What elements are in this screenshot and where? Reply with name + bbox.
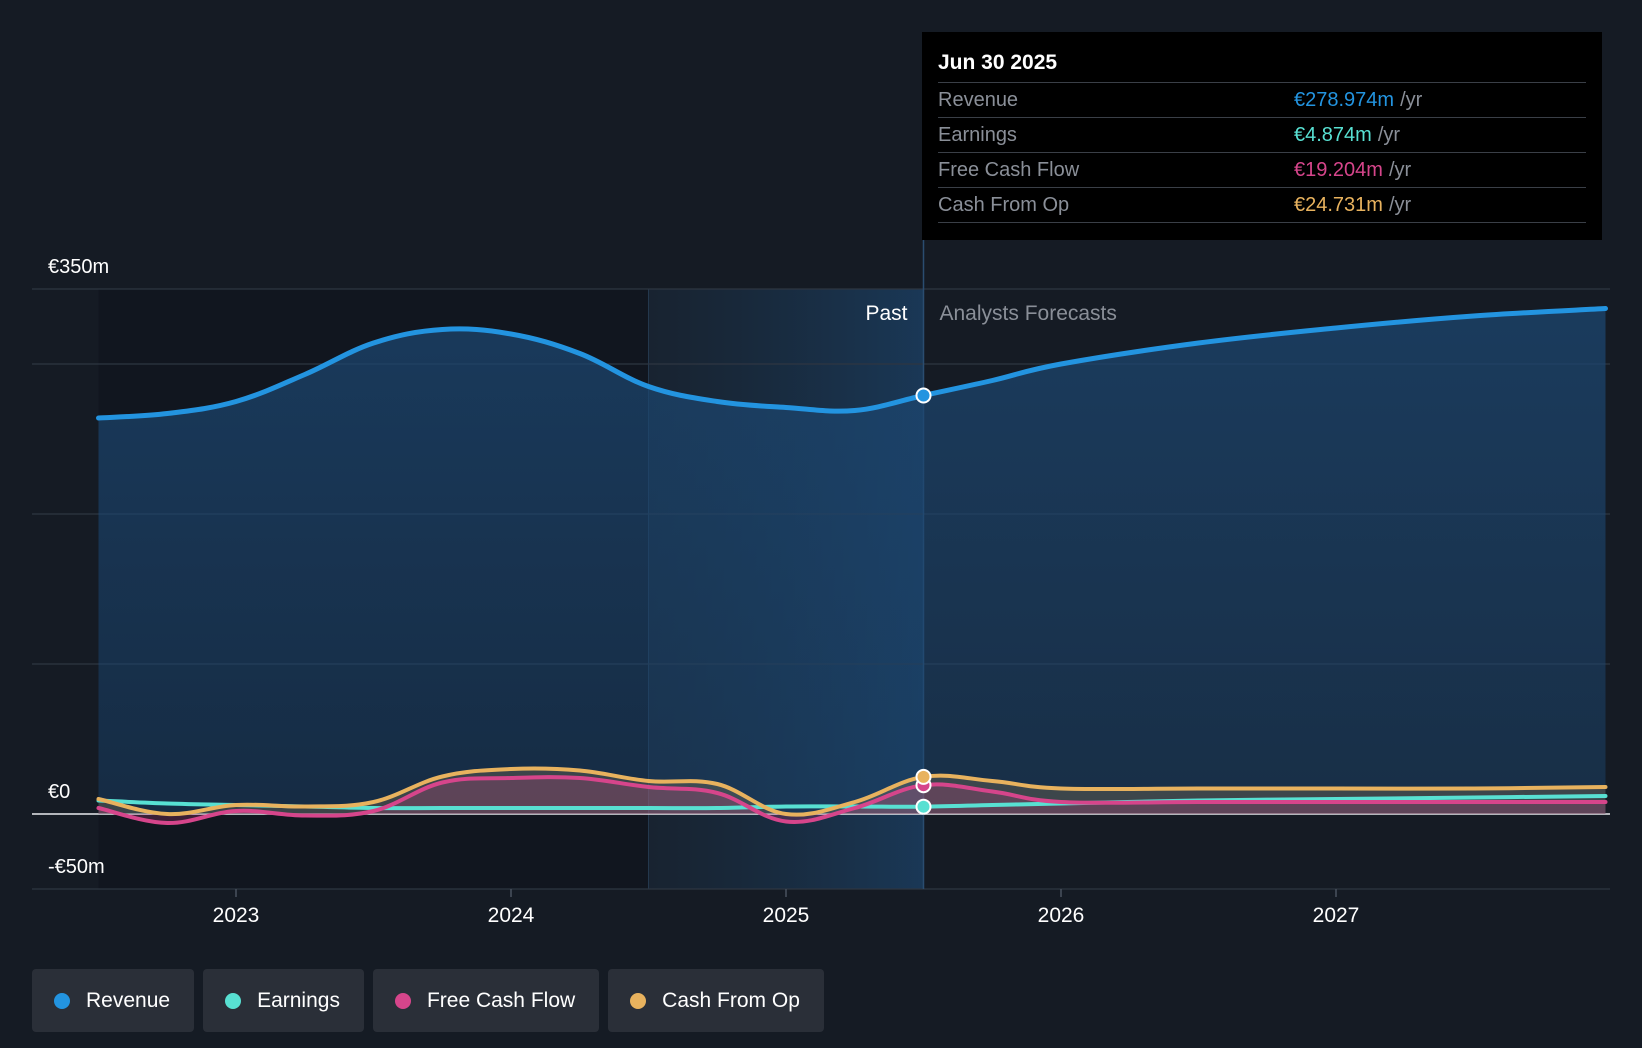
tooltip-row-free-cash-flow: Free Cash Flow €19.204m/yr — [938, 153, 1586, 188]
tooltip-label: Earnings — [938, 124, 1017, 146]
series-line-revenue — [96, 306, 1608, 421]
series-line-free-cash-flow — [96, 775, 1608, 826]
legend: Revenue Earnings Free Cash Flow Cash Fro… — [32, 969, 824, 1032]
tooltip-label: Cash From Op — [938, 194, 1070, 216]
x-tick-label: 2026 — [1038, 904, 1085, 927]
x-tick-label: 2027 — [1313, 904, 1360, 927]
legend-label: Cash From Op — [662, 988, 800, 1012]
legend-item-revenue[interactable]: Revenue — [32, 969, 195, 1032]
y-tick-label: €0 — [48, 781, 70, 803]
tooltip-value: €278.974m/yr — [1294, 89, 1423, 111]
legend-dot-icon — [394, 992, 411, 1009]
tooltip-row-cash-from-op: Cash From Op €24.731m/yr — [938, 188, 1586, 223]
tooltip-row-revenue: Revenue €278.974m/yr — [938, 83, 1586, 118]
x-tick-label: 2023 — [213, 904, 260, 927]
tooltip-value: €24.731m/yr — [1294, 194, 1412, 216]
series-area — [98, 777, 1606, 824]
series-line-cash-from-op — [96, 766, 1608, 817]
tooltip-value: €4.874m/yr — [1294, 124, 1401, 146]
legend-label: Revenue — [86, 988, 171, 1012]
past-label: Past — [865, 302, 907, 325]
data-point-marker — [915, 798, 932, 815]
legend-item-cash-from-op[interactable]: Cash From Op — [608, 969, 824, 1032]
revenue-area — [98, 308, 1606, 814]
tooltip-label: Free Cash Flow — [938, 159, 1080, 181]
tooltip-value: €19.204m/yr — [1294, 159, 1412, 181]
data-point-marker — [915, 387, 932, 404]
x-tick-label: 2024 — [488, 904, 535, 927]
tooltip: Jun 30 2025 Revenue €278.974m/yr Earning… — [922, 32, 1602, 240]
y-tick-label: -€50m — [48, 856, 105, 878]
tooltip-label: Revenue — [938, 89, 1019, 111]
forecast-label: Analysts Forecasts — [940, 302, 1117, 325]
y-tick-label: €350m — [48, 256, 109, 278]
legend-dot-icon — [630, 992, 647, 1009]
legend-label: Free Cash Flow — [426, 988, 576, 1012]
legend-item-earnings[interactable]: Earnings — [203, 969, 364, 1032]
x-tick-label: 2025 — [763, 904, 810, 927]
legend-dot-icon — [225, 992, 242, 1009]
legend-dot-icon — [54, 992, 70, 1009]
tooltip-row-earnings: Earnings €4.874m/yr — [938, 118, 1586, 153]
data-point-marker — [915, 768, 932, 785]
legend-item-free-cash-flow[interactable]: Free Cash Flow — [372, 969, 600, 1032]
tooltip-date: Jun 30 2025 — [938, 46, 1586, 83]
legend-label: Earnings — [257, 988, 340, 1012]
chart: €350m €0 -€50m 2023 2024 2025 2026 2027 Past Anal… — [32, 240, 1610, 927]
